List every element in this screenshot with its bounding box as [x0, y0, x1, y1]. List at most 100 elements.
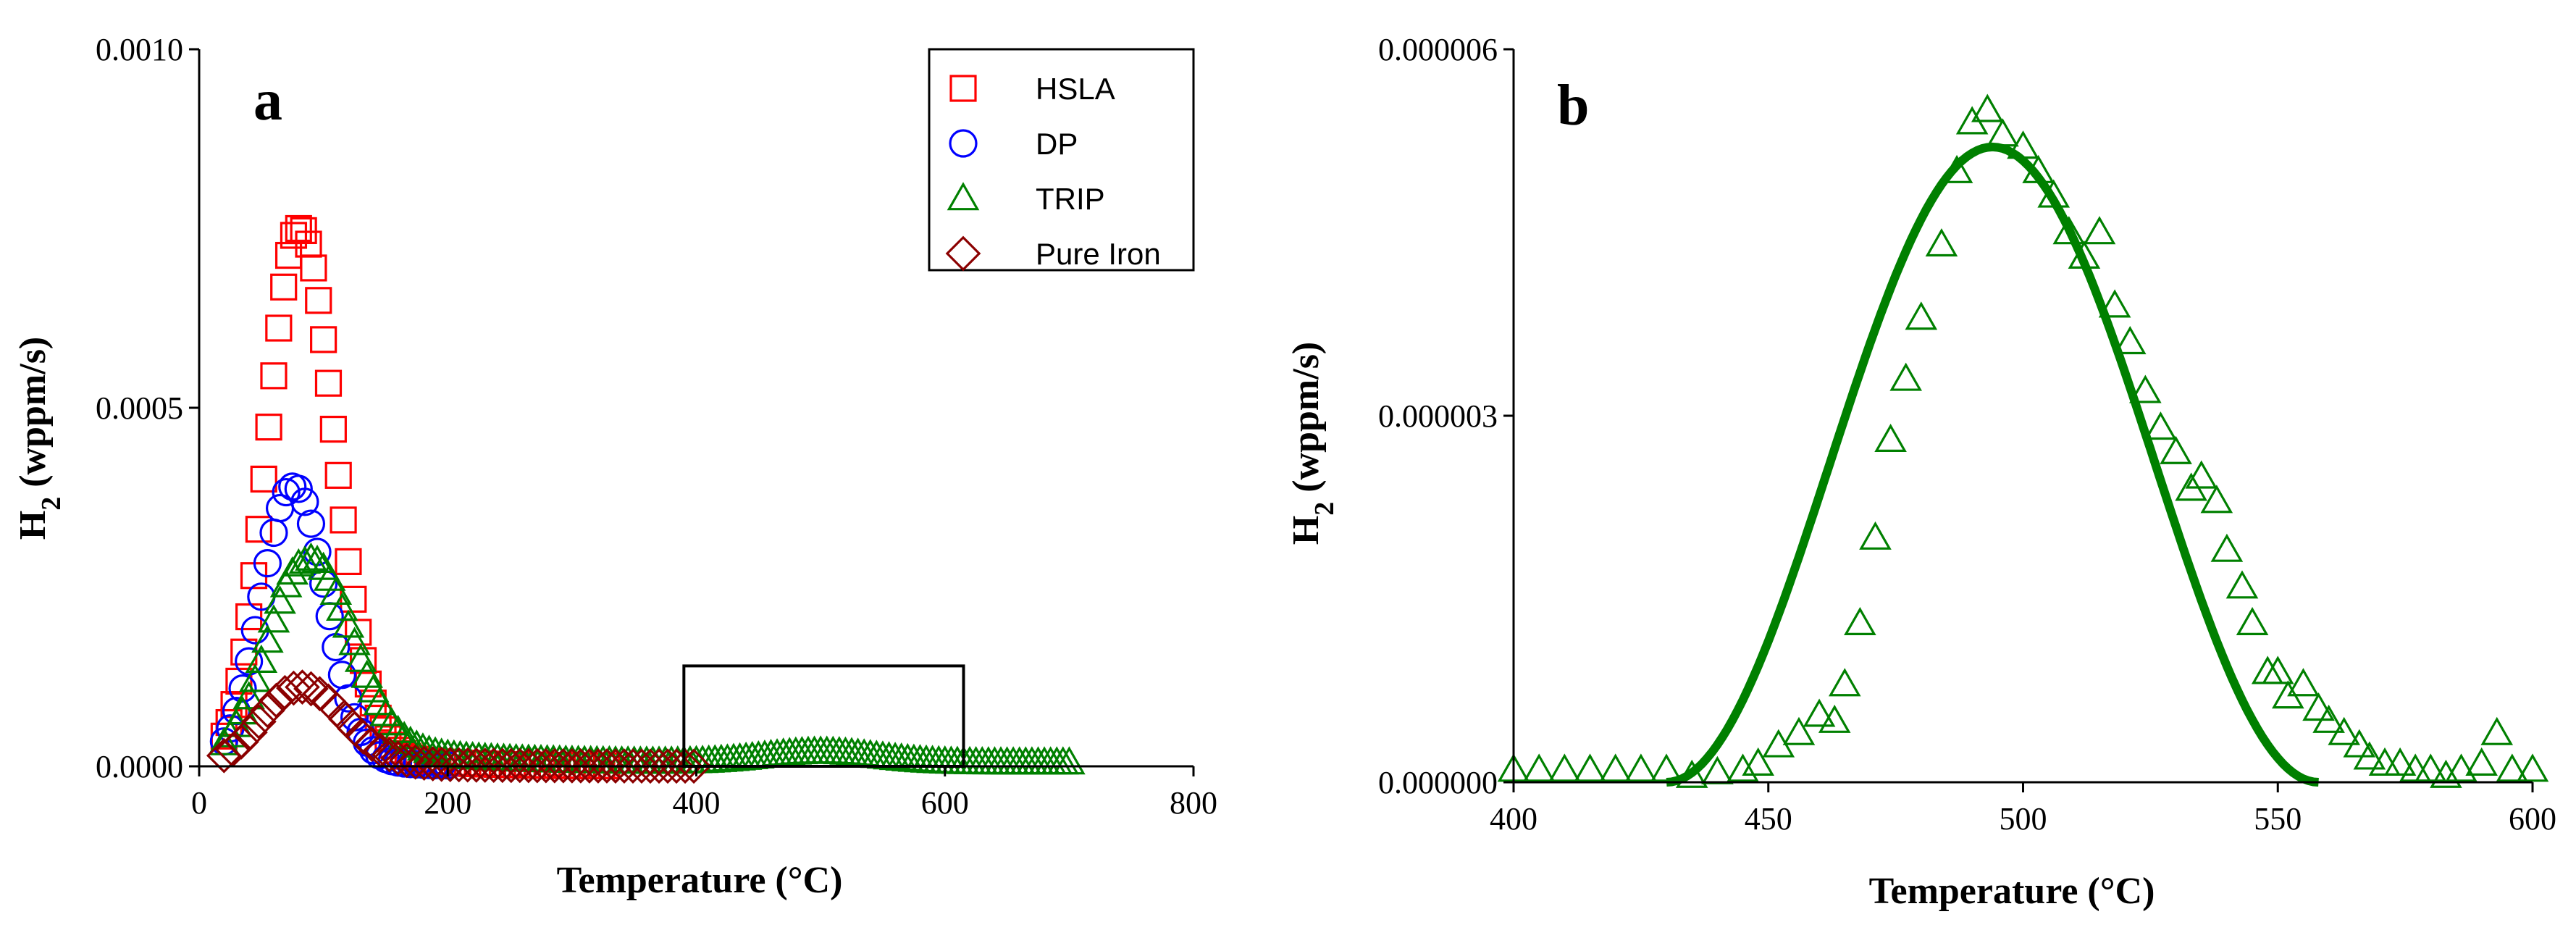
data-point: [319, 415, 347, 443]
a-y-tick-label: 0.0010: [96, 32, 183, 67]
data-point: [2261, 655, 2294, 684]
data-point: [255, 414, 282, 441]
data-point: [476, 747, 512, 783]
data-point: [650, 748, 686, 784]
data-point: [519, 747, 555, 784]
b-x-tick-label: 400: [1490, 801, 1537, 837]
data-point: [1574, 753, 1606, 782]
data-point: [658, 748, 695, 784]
data-point: [415, 746, 451, 782]
legend-items: HSLA DP TRIP Pure Iron: [945, 72, 1161, 272]
data-point: [284, 474, 313, 503]
data-point: [314, 369, 343, 397]
data-point: [2383, 747, 2417, 776]
data-point: [330, 506, 357, 534]
panel-a-y-label: H2 (wppm/s): [12, 337, 67, 540]
data-point: [260, 362, 288, 390]
data-point: [245, 644, 278, 673]
data-point: [240, 616, 269, 645]
data-point: [2098, 289, 2131, 318]
data-point: [624, 748, 660, 784]
legend-marker-circle-icon: [949, 129, 978, 158]
data-point: [1986, 118, 2019, 147]
data-point: [2251, 655, 2284, 684]
data-point: [265, 314, 293, 342]
data-point: [300, 254, 327, 282]
data-point: [2200, 485, 2233, 514]
panel-b-letter: b: [1557, 74, 1590, 138]
data-point: [1889, 362, 1923, 391]
legend-item: DP: [949, 127, 1078, 161]
panel-b-y-ticks: 0.000000 0.000003 0.000006: [1378, 32, 1514, 800]
data-point: [2083, 216, 2116, 245]
data-point: [2312, 704, 2345, 733]
data-point: [253, 549, 282, 578]
data-point: [1844, 606, 1876, 635]
data-point: [2480, 716, 2514, 745]
data-point: [632, 748, 668, 784]
b-x-tick-label: 500: [2000, 801, 2047, 837]
b-x-tick-label: 450: [1745, 801, 1792, 837]
data-point: [250, 692, 285, 729]
data-point: [232, 681, 265, 710]
data-point: [467, 747, 503, 783]
data-point: [270, 273, 298, 301]
data-point: [1803, 698, 1836, 727]
data-point: [2343, 729, 2376, 758]
a-x-tick-label: 400: [673, 785, 721, 821]
data-point: [238, 663, 272, 692]
data-point: [228, 674, 257, 703]
data-point: [2353, 741, 2386, 770]
series-trip-fit-line: [1666, 142, 2319, 787]
legend-item: HSLA: [949, 72, 1115, 106]
data-point: [484, 747, 521, 784]
data-point: [1522, 753, 1556, 782]
data-point: [502, 747, 538, 784]
data-point: [2144, 411, 2177, 440]
data-point: [398, 744, 433, 780]
data-point: [290, 217, 317, 245]
a-y-tick-label: 0.0000: [96, 749, 183, 784]
b-x-tick-label: 550: [2254, 801, 2302, 837]
panel-a-y-label-sub: 2: [36, 497, 67, 511]
data-point: [641, 748, 677, 784]
data-point: [554, 748, 590, 784]
data-point: [2113, 326, 2147, 355]
panel-a-letter: a: [253, 69, 282, 133]
legend-item: TRIP: [947, 182, 1105, 216]
data-point: [232, 714, 268, 750]
data-point: [324, 461, 352, 489]
b-y-tick-label: 0.000000: [1378, 765, 1498, 800]
data-point: [276, 670, 311, 706]
panel-b-data-marks: [1497, 93, 2549, 788]
data-point: [432, 747, 469, 782]
panel-a-data-marks: [206, 214, 1086, 784]
b-x-tick-label: 600: [2509, 801, 2556, 837]
data-point: [2496, 753, 2529, 782]
data-point: [2414, 753, 2447, 782]
data-point: [301, 544, 334, 574]
data-point: [2185, 460, 2218, 489]
a-x-tick-label: 200: [424, 785, 471, 821]
panel-b-y-label: H2 (wppm/s): [1285, 342, 1340, 545]
data-point: [340, 585, 367, 613]
panel-b-y-label-main: H: [1285, 516, 1327, 545]
series-trip-points: [1497, 93, 2549, 788]
data-point: [1818, 704, 1851, 733]
data-point: [589, 748, 625, 784]
data-point: [667, 748, 703, 784]
data-point: [241, 703, 277, 740]
a-x-tick-label: 0: [191, 785, 207, 821]
data-point: [2445, 753, 2478, 782]
panel-a-y-ticks: 0.0000 0.0005 0.0010: [96, 32, 199, 784]
legend-marker-triangle-icon: [947, 182, 980, 211]
legend-marker-diamond-icon: [945, 235, 981, 272]
data-point: [537, 747, 573, 784]
series-pure-iron: [206, 669, 712, 784]
data-point: [245, 516, 272, 543]
data-point: [1925, 228, 1958, 257]
data-point: [295, 542, 327, 571]
data-point: [394, 725, 427, 754]
data-point: [406, 745, 442, 781]
